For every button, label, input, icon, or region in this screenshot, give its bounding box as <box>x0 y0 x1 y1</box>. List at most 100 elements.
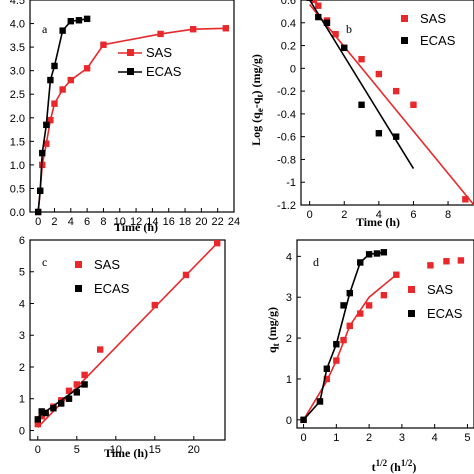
data-point <box>38 412 45 420</box>
x-tick-label: 6 <box>84 216 90 228</box>
legend-entry-ecas: ECAS <box>408 306 463 321</box>
data-point <box>50 405 57 412</box>
data-point <box>34 420 41 428</box>
legend-label: SAS <box>94 257 120 272</box>
legend-marker <box>408 286 415 293</box>
x-tick-label: 8 <box>445 209 451 221</box>
x-tick-label: 0 <box>35 216 41 228</box>
plot-b: 0 2 4 6 8 0.6 0.4 0.2 0 -0.2 -0.4 -0.6 -0.8 -1 -1.2 SAS… <box>277 0 474 221</box>
data-point <box>365 251 373 258</box>
data-point <box>340 302 347 309</box>
data-point <box>375 70 383 78</box>
data-point <box>43 121 50 129</box>
data-point <box>73 381 80 388</box>
x-tick-label: 16 <box>163 216 175 228</box>
legend-marker <box>127 68 134 75</box>
x-tick-label: 2 <box>341 209 347 221</box>
legend-label: ECAS <box>94 281 130 296</box>
x-tick-label: 20 <box>188 444 200 456</box>
panel-d-ylabel: qt (mg/g) <box>265 307 281 353</box>
y-tick-label: 1.0 <box>10 160 25 172</box>
legend-entry-sas: SAS <box>401 11 446 26</box>
x-tick-label: 4 <box>376 209 382 221</box>
data-point <box>47 76 54 84</box>
x-tick-label: 4 <box>432 432 438 444</box>
x-tick-label: 22 <box>212 216 224 228</box>
x-tick-label: 1 <box>333 432 339 444</box>
y-tick-label: 1.5 <box>10 136 25 148</box>
data-point <box>157 30 164 38</box>
x-tick-label: 10 <box>114 216 126 228</box>
data-point <box>100 41 107 48</box>
x-tick-label: 2 <box>366 432 372 444</box>
data-point <box>59 27 66 34</box>
panel-d: d t1/2 (h1/2) qt (mg/g) <box>265 255 416 474</box>
legend-entry-sas: SAS <box>408 282 453 297</box>
y-tick-label: 2 <box>286 333 292 345</box>
y-tick-label: -0.8 <box>277 154 296 166</box>
y-tick-label: 4.5 <box>10 0 25 7</box>
legend-marker <box>75 261 82 268</box>
panel-label-d: d <box>313 255 319 269</box>
y-tick-label: 0.0 <box>10 207 25 219</box>
data-point <box>373 250 381 257</box>
x-tick-label: 10 <box>110 444 122 456</box>
legend-label: SAS <box>146 45 172 60</box>
y-tick-label: 3 <box>19 330 25 342</box>
data-point <box>300 416 307 424</box>
legend-label: SAS <box>420 11 446 26</box>
plot-frame <box>29 239 226 441</box>
data-point <box>392 133 400 140</box>
data-point <box>37 187 44 194</box>
series-ecas-d <box>300 249 388 424</box>
y-tick-label: -0.4 <box>277 109 296 121</box>
legend-entry-ecas: ECAS <box>118 64 182 79</box>
data-point <box>97 346 104 353</box>
data-point <box>83 65 91 72</box>
data-point <box>39 149 46 157</box>
data-point <box>316 398 324 405</box>
x-tick-label: 18 <box>179 216 191 228</box>
fit-line <box>37 242 218 428</box>
data-point <box>462 196 469 203</box>
data-point <box>58 400 65 407</box>
x-tick-label: 0 <box>35 444 41 456</box>
data-point <box>34 208 42 216</box>
y-tick-label: -1 <box>286 177 296 189</box>
data-point <box>81 371 88 379</box>
data-point <box>323 375 331 383</box>
data-point <box>81 381 88 388</box>
data-point <box>214 239 221 247</box>
x-tick-label: 0 <box>307 209 313 221</box>
data-point <box>51 100 58 107</box>
data-point <box>38 408 45 415</box>
legend-marker <box>401 37 408 44</box>
y-tick-label: 1 <box>286 374 292 386</box>
data-point <box>65 395 73 402</box>
x-tick-label: 15 <box>149 444 161 456</box>
plot-a: 0 2 4 6 8 10 12 14 16 18 20 22 240.00.51.01.52.02.53… <box>10 0 240 228</box>
data-point <box>332 30 339 38</box>
series-ecas-c <box>34 381 88 423</box>
plot-frame <box>300 0 474 206</box>
y-tick-label: 2 <box>19 362 25 374</box>
y-tick-label: 3 <box>286 292 292 304</box>
panel-b-ylabel: Log (qe-qt) (mg/g) <box>249 54 265 146</box>
panel-label-c: c <box>42 255 47 269</box>
data-point <box>182 271 190 279</box>
data-point <box>346 322 353 330</box>
data-point <box>67 18 74 25</box>
x-tick-label: 5 <box>74 444 80 456</box>
data-point <box>151 301 158 309</box>
data-point <box>315 2 322 9</box>
series-ecas-b <box>306 0 415 169</box>
panel-b-xlabel: Time (h) <box>356 215 400 229</box>
y-tick-label: 0.2 <box>281 41 296 53</box>
data-point <box>443 258 450 265</box>
legend-label: SAS <box>427 282 453 297</box>
y-tick-label: -1.2 <box>277 200 296 212</box>
data-point <box>357 259 364 266</box>
legend-label: ECAS <box>427 306 463 321</box>
legend-marker <box>75 285 82 292</box>
fit-line <box>309 4 474 206</box>
